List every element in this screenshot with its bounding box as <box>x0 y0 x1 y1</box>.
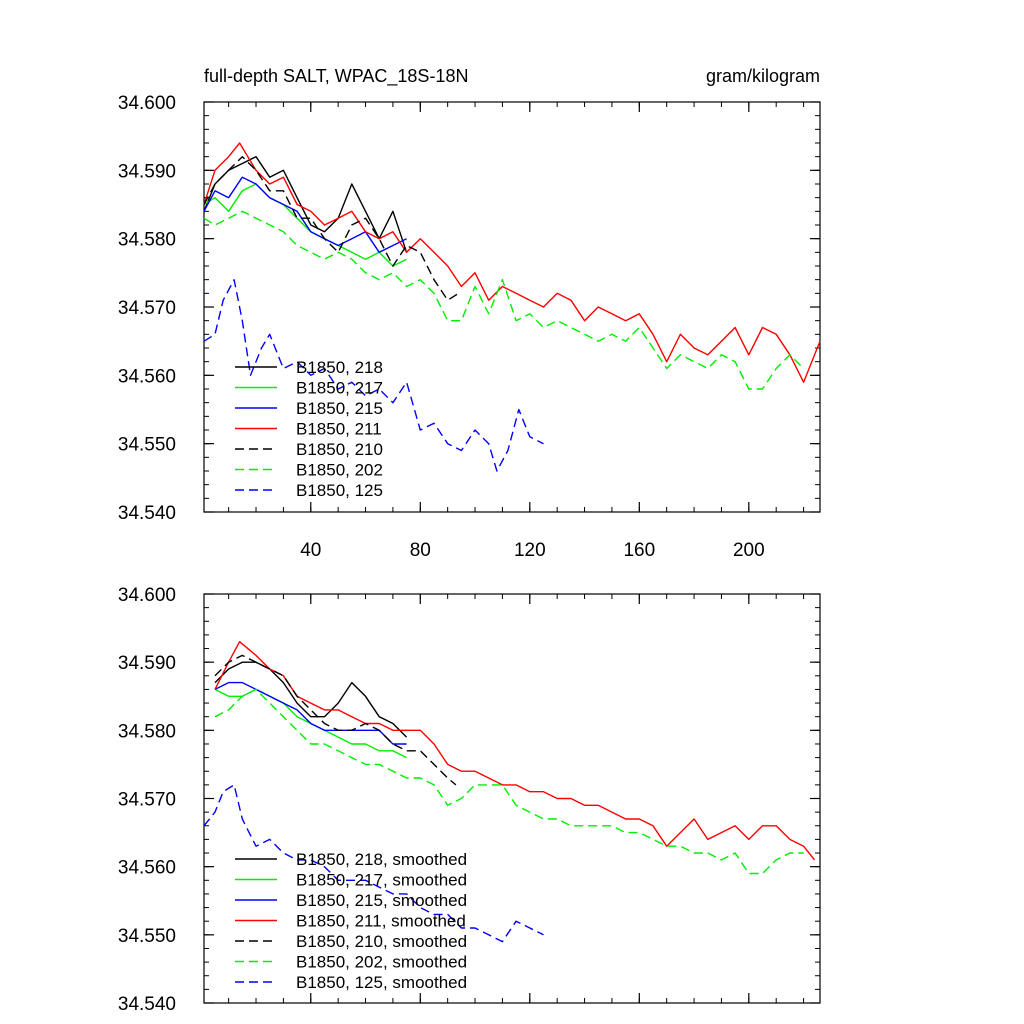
x-tick-label: 160 <box>623 540 655 561</box>
legend-label: B1850, 125 <box>296 481 383 500</box>
legend-label: B1850, 211, smoothed <box>296 912 466 931</box>
series-line-6 <box>203 210 805 390</box>
series-line-7 <box>203 279 544 472</box>
legend-label: B1850, 217 <box>296 379 383 398</box>
x-tick-label: 40 <box>300 540 321 561</box>
y-tick-label: 34.570 <box>118 790 176 811</box>
legend-label: B1850, 218 <box>296 358 383 377</box>
x-tick-label: 80 <box>410 540 431 561</box>
series-line-4 <box>214 641 816 861</box>
series-line-3 <box>203 176 407 253</box>
series-line-5 <box>214 654 457 786</box>
y-tick-label: 34.580 <box>118 721 176 742</box>
y-tick-label: 34.590 <box>118 161 176 182</box>
y-tick-label: 34.550 <box>118 926 176 947</box>
y-tick-label: 34.600 <box>118 585 176 606</box>
y-tick-label: 34.560 <box>118 366 176 387</box>
legend-label: B1850, 210, smoothed <box>296 932 467 951</box>
y-tick-label: 34.540 <box>118 994 176 1015</box>
legend-label: B1850, 215 <box>296 399 383 418</box>
legend-label: B1850, 202 <box>296 461 383 480</box>
legend-label: B1850, 202, smoothed <box>296 953 467 972</box>
y-tick-label: 34.570 <box>118 298 176 319</box>
series-line-5 <box>203 156 459 301</box>
top-panel: 40 80 120 160 200 34.540 34.550 34.560 34.570 34.… <box>118 93 821 561</box>
y-tick-label: 34.580 <box>118 230 176 251</box>
series-line-3 <box>214 681 407 745</box>
legend-label: B1850, 218, smoothed <box>296 850 467 869</box>
bottom-panel: 34.540 34.550 34.560 34.570 34.580 34.590 34.6… <box>118 585 821 1015</box>
y-tick-label: 34.560 <box>118 858 176 879</box>
series-line-2 <box>203 183 407 267</box>
legend-label: B1850, 215, smoothed <box>296 891 467 910</box>
series-line-1 <box>214 661 408 738</box>
y-tick-label: 34.550 <box>118 435 176 456</box>
units-label: gram/kilogram <box>706 66 820 86</box>
legend-label: B1850, 211 <box>296 420 382 439</box>
legend-label: B1850, 125, smoothed <box>296 973 467 992</box>
y-tick-label: 34.590 <box>118 653 176 674</box>
x-tick-label: 120 <box>514 540 546 561</box>
legend-label: B1850, 210 <box>296 440 383 459</box>
series-line-1 <box>203 156 408 253</box>
series-line-4 <box>203 142 821 383</box>
x-tick-label: 200 <box>733 540 765 561</box>
legend-label: B1850, 217, smoothed <box>296 871 467 890</box>
y-tick-label: 34.540 <box>118 503 176 524</box>
y-tick-label: 34.600 <box>118 93 176 114</box>
plot-title: full-depth SALT, WPAC_18S-18N <box>204 66 468 87</box>
series-line-7 <box>203 784 544 943</box>
series-line-6 <box>214 688 804 875</box>
